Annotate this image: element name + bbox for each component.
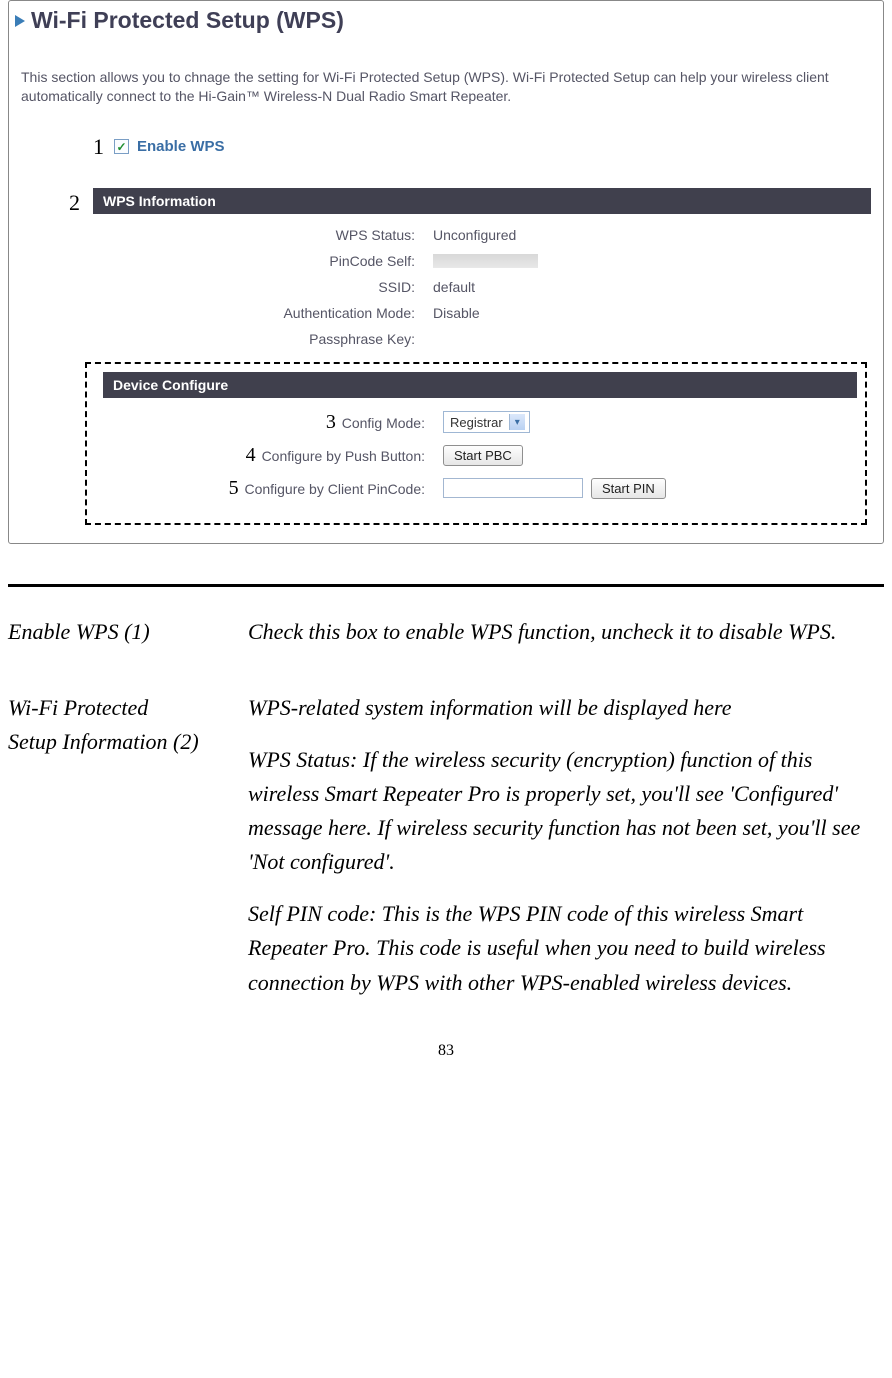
wps-info-grid: WPS Status: Unconfigured PinCode Self: S… <box>93 214 871 360</box>
desc-term-2: Wi-Fi Protected Setup Information (2) <box>8 691 248 1018</box>
divider-rule <box>8 584 884 587</box>
client-pin-label-text: Configure by Client PinCode: <box>244 481 425 497</box>
config-mode-value: Registrar <box>450 415 503 430</box>
callout-2: 2 <box>69 190 80 216</box>
chevron-down-icon: ▾ <box>509 414 525 430</box>
device-configure-bar: Device Configure <box>103 372 857 398</box>
desc-def-1: Check this box to enable WPS function, u… <box>248 615 884 667</box>
desc-term-2-l2: Setup Information (2) <box>8 729 199 754</box>
config-mode-label: 3 Config Mode: <box>103 411 443 434</box>
start-pin-button[interactable]: Start PIN <box>591 478 666 499</box>
wps-status-value: Unconfigured <box>433 227 516 243</box>
auth-mode-value: Disable <box>433 305 480 321</box>
panel-title: Wi-Fi Protected Setup (WPS) <box>31 7 344 34</box>
desc-row-wps-info: Wi-Fi Protected Setup Information (2) WP… <box>8 691 884 1018</box>
pincode-self-label: PinCode Self: <box>93 253 433 269</box>
panel-title-row: Wi-Fi Protected Setup (WPS) <box>9 1 883 42</box>
enable-wps-label: Enable WPS <box>137 138 225 155</box>
desc-def-2: WPS-related system information will be d… <box>248 691 884 1018</box>
intro-text: This section allows you to chnage the se… <box>21 68 871 106</box>
push-button-label: 4 Configure by Push Button: <box>103 444 443 467</box>
desc-term-1: Enable WPS (1) <box>8 615 248 667</box>
callout-4: 4 <box>246 444 256 466</box>
device-configure-grid: 3 Config Mode: Registrar ▾ <box>103 398 857 513</box>
client-pin-label: 5 Configure by Client PinCode: <box>103 477 443 500</box>
client-pin-input[interactable] <box>443 478 583 498</box>
pincode-self-mask <box>433 254 538 268</box>
enable-wps-checkbox[interactable] <box>114 139 129 154</box>
passphrase-label: Passphrase Key: <box>93 331 433 347</box>
config-mode-label-text: Config Mode: <box>342 415 425 431</box>
enable-wps-row: 1 Enable WPS <box>93 134 871 160</box>
wps-info-bar: WPS Information <box>93 188 871 214</box>
callout-1: 1 <box>93 134 104 160</box>
wps-info-section: 2 WPS Information WPS Status: Unconfigur… <box>21 188 871 525</box>
ssid-label: SSID: <box>93 279 433 295</box>
desc-def-2-p2: WPS Status: If the wireless security (en… <box>248 743 884 879</box>
wps-status-label: WPS Status: <box>93 227 433 243</box>
desc-def-2-p3: Self PIN code: This is the WPS PIN code … <box>248 897 884 999</box>
device-configure-box: Device Configure 3 Config Mode: Registra… <box>85 362 867 525</box>
push-button-label-text: Configure by Push Button: <box>262 448 425 464</box>
ssid-value: default <box>433 279 475 295</box>
description-list: Enable WPS (1) Check this box to enable … <box>8 615 884 1018</box>
wps-panel: Wi-Fi Protected Setup (WPS) This section… <box>8 0 884 544</box>
desc-row-enable-wps: Enable WPS (1) Check this box to enable … <box>8 615 884 667</box>
callout-5: 5 <box>229 477 239 499</box>
panel-content: This section allows you to chnage the se… <box>9 42 883 543</box>
chevron-right-icon <box>15 15 25 27</box>
page-number: 83 <box>8 1042 884 1060</box>
desc-def-1-p: Check this box to enable WPS function, u… <box>248 615 884 649</box>
desc-term-2-l1: Wi-Fi Protected <box>8 695 148 720</box>
callout-3: 3 <box>326 411 336 433</box>
desc-def-2-p1: WPS-related system information will be d… <box>248 691 884 725</box>
start-pbc-button[interactable]: Start PBC <box>443 445 523 466</box>
config-mode-select[interactable]: Registrar ▾ <box>443 411 530 433</box>
auth-mode-label: Authentication Mode: <box>93 305 433 321</box>
